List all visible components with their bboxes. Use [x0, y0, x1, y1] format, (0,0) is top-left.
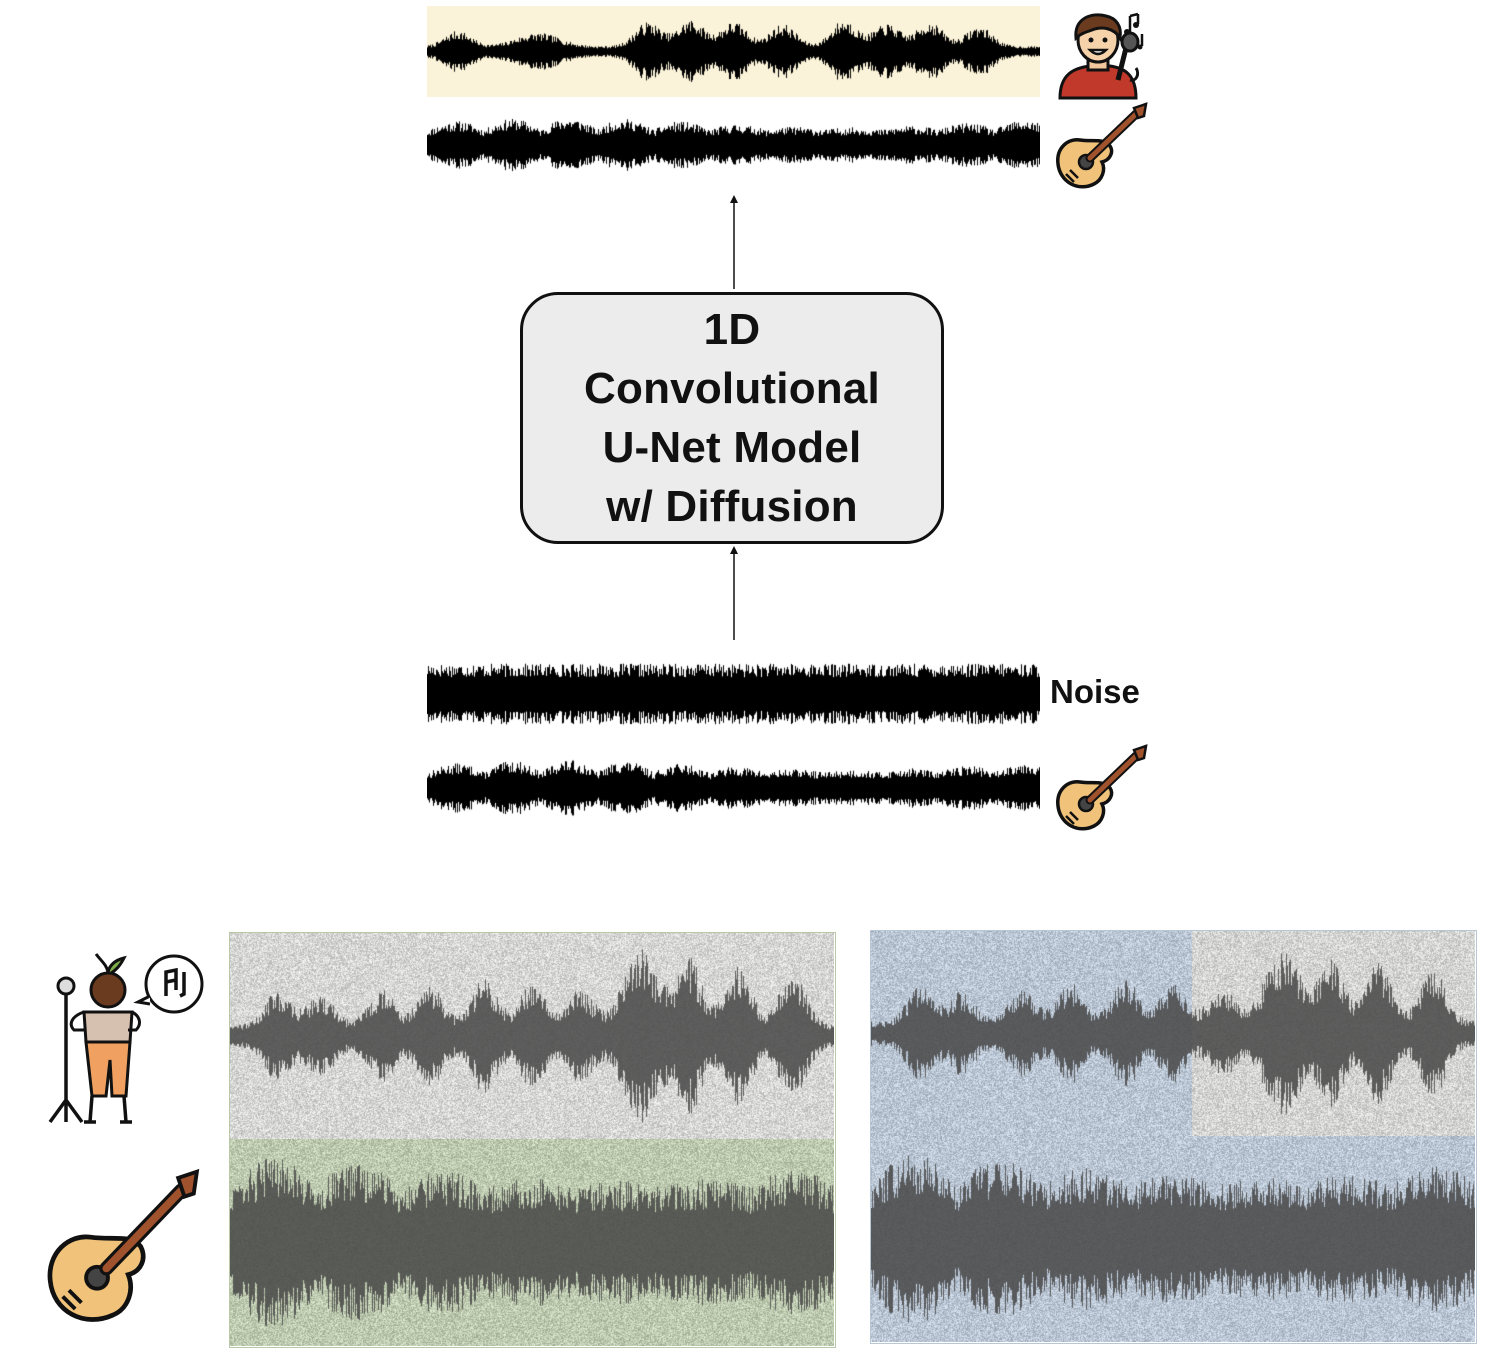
singer-male-icon	[1058, 12, 1144, 100]
guitar-input-waveform	[427, 752, 1040, 824]
singer-female-icon	[48, 953, 204, 1124]
vocal-noisy-waveform	[230, 933, 834, 1139]
guitar-noisy-waveform	[230, 1139, 834, 1346]
noise-input-waveform	[427, 660, 1040, 728]
arrow-to-output	[730, 195, 738, 289]
model-label-line1: 1D	[703, 305, 761, 354]
vocal-output-waveform	[427, 6, 1040, 97]
arrow-to-model	[730, 546, 738, 640]
vocal-partial-waveform	[871, 931, 1475, 1136]
mixture-panel-left	[229, 932, 836, 1348]
unet-diffusion-model-box: 1D Convolutional U-Net Model w/ Diffusio…	[520, 292, 944, 544]
guitar-output-waveform	[427, 110, 1040, 180]
noise-label: Noise	[1050, 673, 1140, 710]
model-label-line4: w/ Diffusion	[606, 482, 858, 531]
guitar-partial-waveform	[871, 1136, 1475, 1342]
mixture-panel-right	[870, 930, 1477, 1344]
acoustic-guitar-icon	[47, 1168, 200, 1322]
model-label-line3: U-Net Model	[602, 423, 862, 472]
acoustic-guitar-icon	[1056, 744, 1148, 831]
acoustic-guitar-icon	[1056, 102, 1148, 189]
model-label-line2: Convolutional	[584, 364, 880, 413]
